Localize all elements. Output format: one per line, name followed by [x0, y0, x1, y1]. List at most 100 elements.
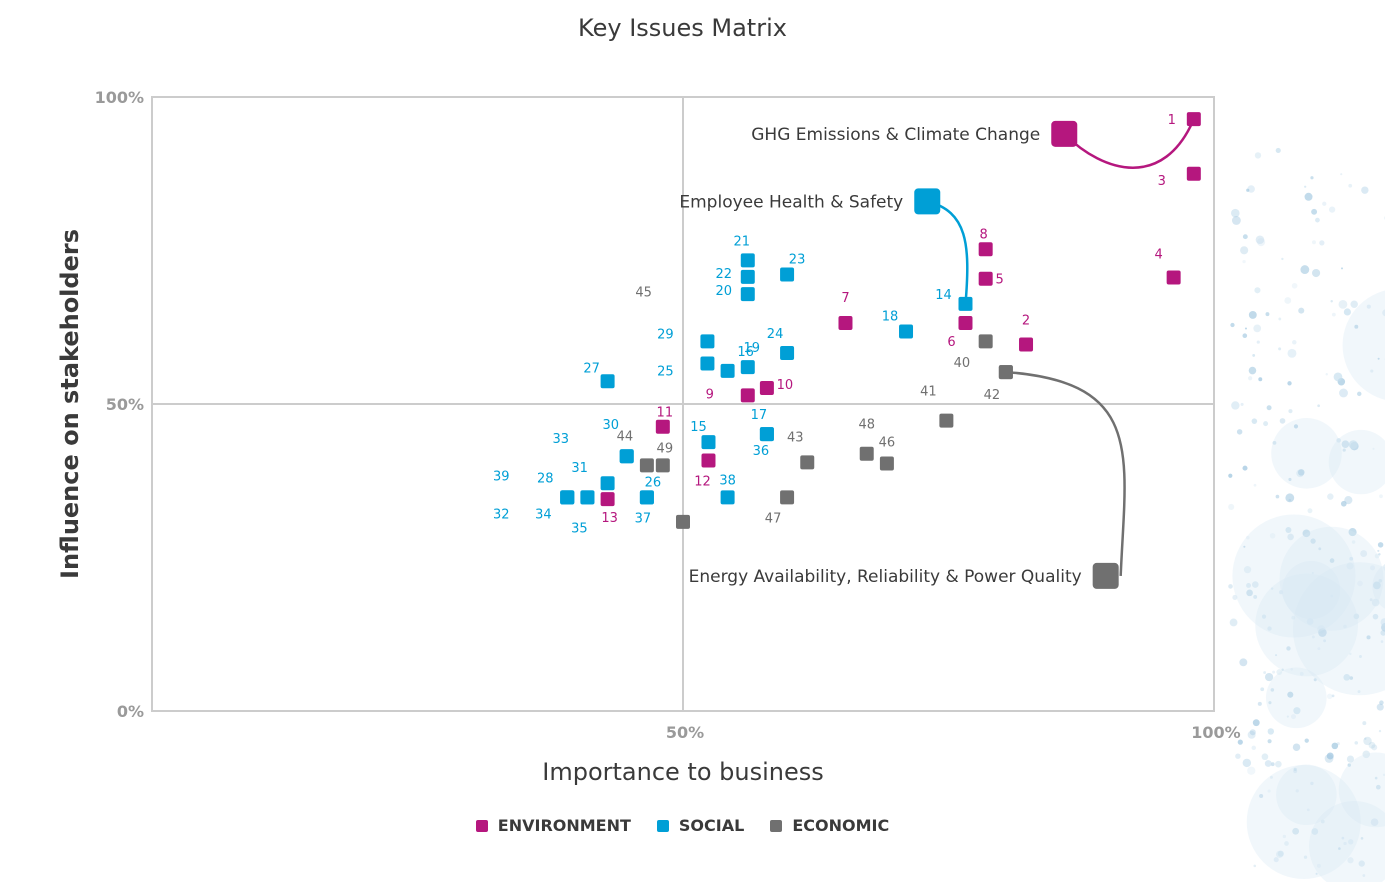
- mist-dot: [1302, 529, 1311, 538]
- mist-dot: [1246, 589, 1253, 597]
- callout-connector: [1005, 370, 1126, 576]
- mist-dot: [1287, 533, 1294, 541]
- mist-dot: [1329, 206, 1336, 213]
- point-label: 23: [789, 252, 806, 267]
- point-label: 48: [858, 418, 875, 433]
- mist-dot: [1371, 744, 1378, 751]
- data-point-10: [759, 381, 774, 396]
- mist-dot: [1380, 640, 1384, 643]
- x-tick-label: 100%: [1191, 723, 1240, 742]
- mist-dot: [1229, 618, 1238, 627]
- point-label: 36: [753, 444, 770, 459]
- mist-dot: [1258, 377, 1263, 382]
- mist-dot: [1346, 755, 1355, 763]
- mist-dot: [1252, 354, 1256, 357]
- mist-cloud: [1232, 514, 1356, 638]
- mist-dot: [1286, 715, 1289, 718]
- mist-cloud: [1342, 290, 1385, 400]
- mist-dot: [1311, 571, 1314, 574]
- point-label: 12: [694, 474, 711, 489]
- point-label: 32: [493, 507, 510, 522]
- mist-dot: [1284, 297, 1292, 304]
- mist-dot: [1326, 693, 1333, 700]
- mist-dot: [1286, 646, 1291, 651]
- mist-dot: [1256, 340, 1260, 344]
- point-label: 25: [657, 364, 674, 379]
- mist-dot: [1276, 669, 1283, 675]
- point-label: 10: [777, 378, 794, 393]
- point-label: 2: [1022, 313, 1030, 328]
- mist-dot: [1248, 366, 1257, 375]
- mist-dot: [1293, 707, 1301, 715]
- mist-dot: [1362, 874, 1366, 877]
- data-point-33: [619, 449, 634, 464]
- mist-dot: [1353, 613, 1360, 620]
- mist-dot: [1285, 526, 1292, 533]
- point-label: 8: [980, 227, 988, 242]
- mist-dot: [1263, 421, 1269, 427]
- mist-dot: [1338, 299, 1348, 309]
- mist-dot: [1259, 793, 1264, 798]
- point-label: 22: [716, 267, 733, 282]
- mist-dot: [1243, 566, 1252, 574]
- mist-dot: [1252, 719, 1260, 727]
- mist-dot: [1281, 668, 1284, 671]
- mist-dot: [1339, 388, 1348, 398]
- mist-dot: [1374, 553, 1380, 559]
- mist-dot: [1231, 401, 1240, 410]
- mist-dot: [1272, 440, 1277, 445]
- mist-dot: [1369, 565, 1376, 571]
- mist-dot: [1331, 694, 1335, 698]
- mist-dot: [1349, 556, 1354, 561]
- mist-dot: [1346, 562, 1354, 570]
- mist-dot: [1304, 738, 1309, 743]
- mist-dot: [1273, 857, 1279, 863]
- point-label: 38: [719, 473, 736, 488]
- point-label: 16: [737, 345, 754, 360]
- mist-dot: [1315, 217, 1320, 223]
- point-label: 27: [583, 361, 600, 376]
- mist-dot: [1299, 671, 1304, 676]
- mist-dot: [1278, 347, 1282, 351]
- mist-dot: [1319, 240, 1325, 246]
- mist-dot: [1329, 558, 1335, 563]
- mist-dot: [1312, 268, 1321, 278]
- mist-dot: [1307, 508, 1313, 514]
- mist-dot: [1348, 440, 1358, 450]
- mist-dot: [1282, 834, 1287, 839]
- data-point-41: [939, 413, 954, 428]
- point-label: 11: [657, 406, 674, 421]
- mist-dot: [1293, 769, 1298, 774]
- mist-dot: [1379, 494, 1383, 499]
- mist-dot: [1311, 635, 1315, 639]
- point-label: 15: [690, 420, 707, 435]
- mist-cloud: [1255, 573, 1359, 677]
- data-point-37: [639, 490, 654, 505]
- mist-cloud: [1309, 800, 1385, 882]
- point-label: 26: [645, 475, 662, 490]
- point-label: 45: [635, 285, 652, 300]
- mist-dot: [1242, 758, 1252, 768]
- y-tick-label: 50%: [106, 395, 144, 414]
- mist-dot: [1279, 418, 1286, 424]
- mist-dot: [1340, 173, 1343, 176]
- point-label: 6: [947, 335, 955, 350]
- mist-dot: [1256, 238, 1266, 247]
- mist-dot: [1239, 658, 1248, 667]
- data-point-42: [998, 365, 1013, 380]
- mist-dot: [1275, 147, 1281, 154]
- mist-dot: [1313, 678, 1317, 682]
- mist-dot: [1246, 535, 1250, 540]
- mist-dot: [1275, 654, 1278, 657]
- mist-dot: [1325, 373, 1328, 376]
- mist-cloud: [1271, 418, 1342, 489]
- mist-dot: [1247, 185, 1255, 193]
- data-point-15: [701, 435, 716, 450]
- mist-dot: [1368, 741, 1376, 749]
- legend-swatch-environment: [475, 819, 488, 832]
- mist-dot: [1242, 234, 1248, 240]
- data-point-31: [600, 476, 615, 491]
- mist-dot: [1343, 624, 1347, 629]
- point-label: 5: [996, 273, 1004, 288]
- point-label: 46: [879, 436, 896, 451]
